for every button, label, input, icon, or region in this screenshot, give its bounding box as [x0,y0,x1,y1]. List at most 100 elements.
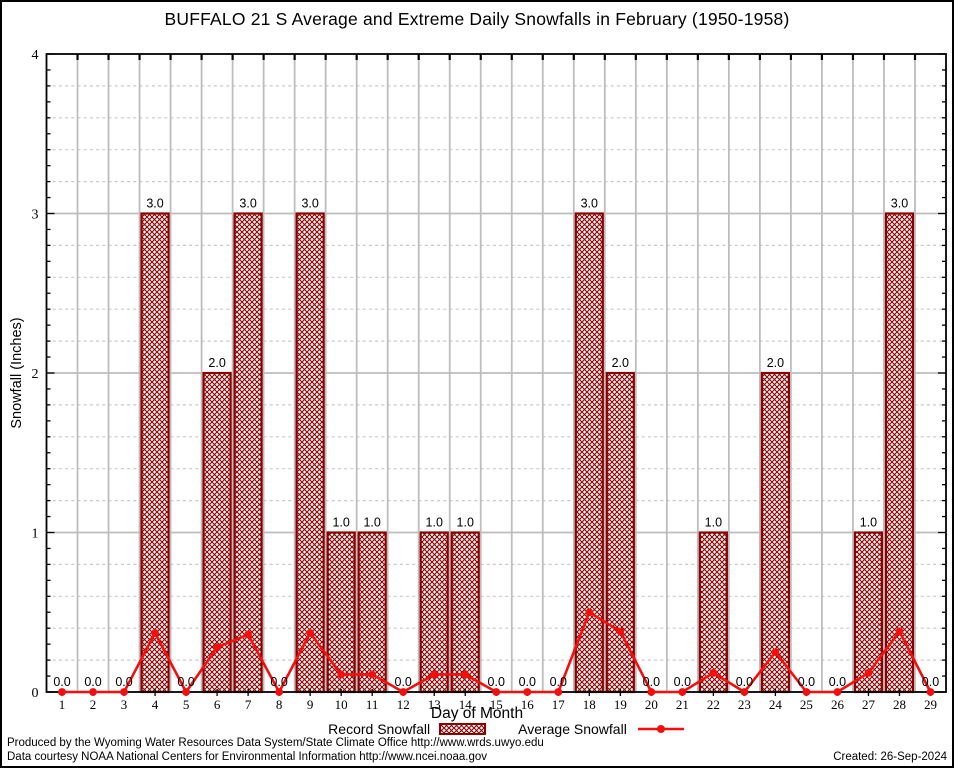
record-bar-day-10 [326,531,356,694]
average-marker-day-20 [647,688,656,696]
record-snowfall-bars [140,212,915,694]
x-tick-label-day-14: 14 [459,697,473,712]
x-tick-label-day-10: 10 [335,697,348,712]
bar-value-label-day-9: 3.0 [301,197,318,211]
bar-value-label-day-16: 0.0 [519,675,536,689]
average-marker-day-16 [523,688,532,696]
bar-value-label-day-13: 1.0 [426,516,443,530]
average-marker-day-17 [554,688,563,696]
legend-item-average-snowfall: Average Snowfall [518,721,686,737]
average-marker-day-9 [306,629,315,637]
average-marker-day-10 [337,670,346,679]
legend-item-record-snowfall: Record Snowfall [328,721,487,737]
x-tick-label-day-26: 26 [831,697,845,712]
y-tick-labels: 0 1 2 3 4 [32,48,39,701]
axis-ticks [46,53,946,696]
x-tick-label-day-21: 21 [676,697,689,712]
average-marker-day-11 [368,670,377,679]
x-tick-label-day-20: 20 [645,697,658,712]
x-tick-label-day-9: 9 [307,697,314,712]
legend: Record Snowfall Average Snowfall [2,721,952,737]
average-marker-day-19 [616,627,625,636]
x-tick-label-day-23: 23 [738,697,751,712]
plot-area: 0.0 0.0 0.0 3.0 0.0 2.0 3.0 0.0 3.0 1.0 1.0 0.0 1.0 1… [32,48,947,712]
average-marker-day-27 [864,668,873,677]
average-marker-day-13 [430,670,439,679]
footer-producer-line: Produced by the Wyoming Water Resources … [7,737,544,749]
x-tick-label-day-6: 6 [214,697,221,712]
average-marker-day-5 [182,688,190,696]
average-marker-day-4 [151,629,159,637]
bar-value-label-day-4: 3.0 [146,197,163,211]
x-tick-label-day-12: 12 [397,697,410,712]
average-marker-day-28 [895,627,904,636]
x-tick-label-day-3: 3 [121,697,128,712]
bar-value-label-day-22: 1.0 [705,516,722,530]
x-tick-label-day-28: 28 [893,697,906,712]
average-marker-day-25 [802,688,811,696]
x-tick-label-day-25: 25 [800,697,813,712]
average-marker-day-21 [678,688,687,696]
bar-value-label-day-27: 1.0 [860,516,877,530]
bar-value-labels: 0.0 0.0 0.0 3.0 0.0 2.0 3.0 0.0 3.0 1.0 1.0 0.0 1.0 1… [53,197,939,690]
legend-label-record-snowfall: Record Snowfall [328,721,431,737]
average-marker-swatch [656,725,665,733]
bar-value-label-day-6: 2.0 [208,356,225,370]
x-tick-label-day-29: 29 [924,697,937,712]
average-marker-day-12 [399,688,408,696]
x-tick-label-day-2: 2 [90,697,97,712]
bar-value-label-day-5: 0.0 [177,675,194,689]
record-bar-day-4 [140,212,170,694]
bar-value-label-day-3: 0.0 [115,675,132,689]
bar-value-label-day-20: 0.0 [643,675,660,689]
average-marker-day-24 [771,648,780,657]
bar-value-label-day-14: 1.0 [457,516,474,530]
record-bar-day-24 [760,371,791,694]
bar-value-label-day-26: 0.0 [829,675,846,689]
record-bar-day-13 [419,531,449,694]
bar-value-label-day-23: 0.0 [736,675,753,689]
average-marker-day-29 [926,688,935,696]
average-marker-day-23 [740,688,749,696]
average-snowfall-markers [58,608,935,696]
average-snowfall-swatch-icon [637,725,684,733]
bar-value-label-day-19: 2.0 [612,356,629,370]
x-tick-label-day-24: 24 [769,697,783,712]
average-marker-day-18 [585,608,594,617]
record-snowfall-swatch-icon [439,723,487,735]
record-bar-day-19 [605,371,635,694]
grid-vertical-lines [76,54,916,692]
bar-value-label-day-8: 0.0 [270,675,287,689]
record-bar-day-9 [295,212,325,694]
grid-minor-lines [46,85,946,661]
average-marker-day-1 [58,688,66,696]
average-marker-day-26 [833,688,842,696]
average-marker-day-8 [275,688,284,696]
bar-value-label-day-29: 0.0 [922,675,939,689]
average-marker-day-6 [213,643,221,652]
average-marker-day-15 [492,688,501,696]
x-tick-label-day-11: 11 [366,697,379,712]
bar-value-label-day-7: 3.0 [239,197,256,211]
x-tick-label-day-22: 22 [707,697,720,712]
average-marker-day-3 [120,688,128,696]
x-tick-label-day-27: 27 [862,697,876,712]
average-marker-day-7 [244,630,253,639]
record-bar-day-14 [450,531,480,694]
chart-title: BUFFALO 21 S Average and Extreme Daily S… [164,9,790,29]
record-bar-day-11 [357,531,387,694]
crosshatch-swatch-rect [439,723,487,735]
footer-row-2: Data courtesy NOAA National Centers for … [7,750,947,764]
bar-value-label-day-17: 0.0 [550,675,567,689]
x-tick-label-day-18: 18 [583,697,596,712]
record-bar-day-27 [853,531,884,694]
x-tick-label-day-8: 8 [276,697,283,712]
x-tick-label-day-13: 13 [428,697,441,712]
x-tick-label-day-5: 5 [183,697,190,712]
record-bar-day-18 [574,212,604,694]
record-bar-day-7 [233,212,263,694]
bar-value-label-day-15: 0.0 [488,675,505,689]
y-tick-label-3: 3 [32,208,39,223]
record-bar-day-22 [698,531,728,694]
x-tick-label-day-1: 1 [59,697,66,712]
